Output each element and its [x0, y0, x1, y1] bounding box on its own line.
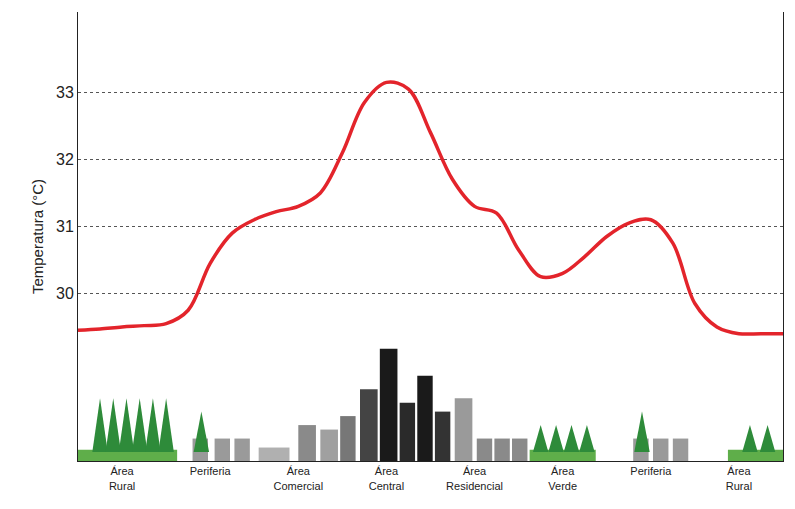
svg-text:ÁreaCentral: ÁreaCentral [369, 465, 404, 491]
svg-text:30: 30 [56, 285, 74, 302]
svg-text:ÁreaVerde: ÁreaVerde [548, 465, 577, 491]
svg-text:31: 31 [56, 218, 74, 235]
svg-text:32: 32 [56, 151, 74, 168]
svg-text:ÁreaResidencial: ÁreaResidencial [446, 465, 503, 491]
svg-text:Temperatura (°C): Temperatura (°C) [29, 179, 46, 294]
svg-text:ÁreaRural: ÁreaRural [726, 465, 752, 491]
svg-text:33: 33 [56, 84, 74, 101]
svg-text:ÁreaRural: ÁreaRural [109, 465, 135, 491]
svg-text:Periferia: Periferia [630, 465, 672, 477]
svg-text:Periferia: Periferia [190, 465, 232, 477]
svg-text:ÁreaComercial: ÁreaComercial [274, 465, 324, 491]
